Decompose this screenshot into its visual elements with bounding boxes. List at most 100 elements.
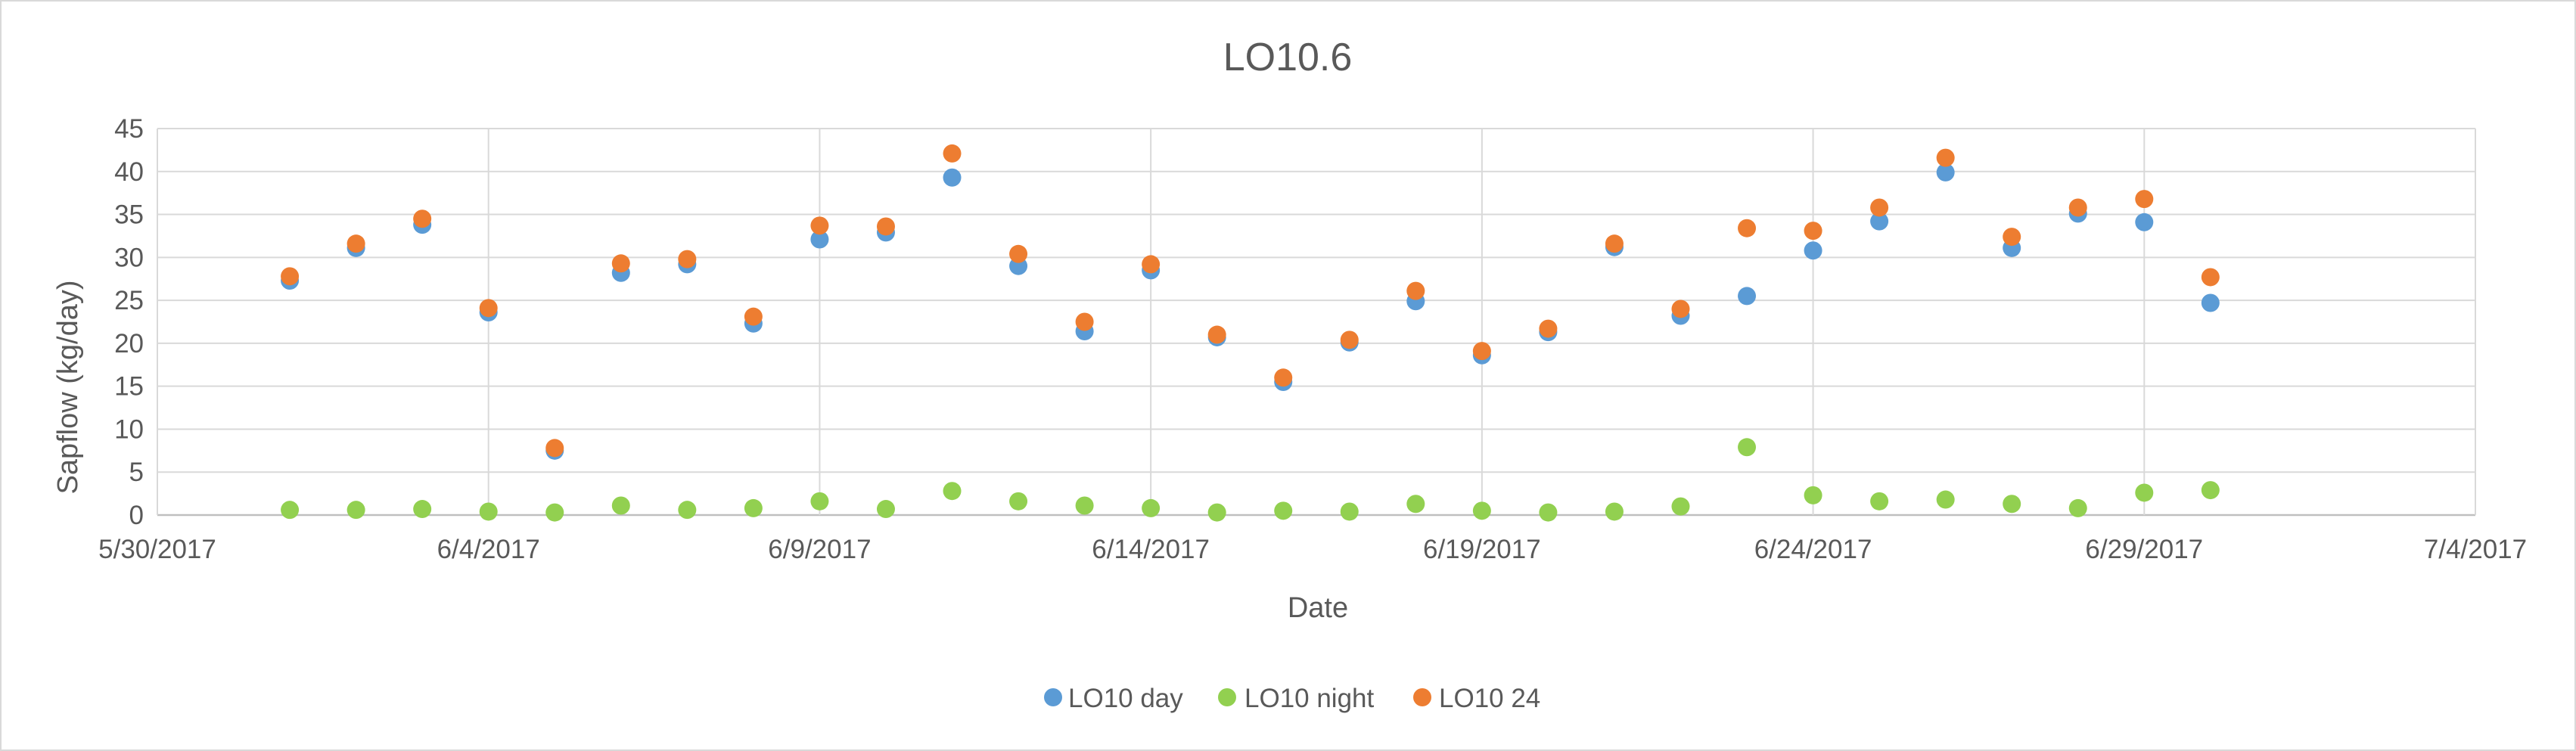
data-points — [281, 144, 2220, 522]
lo10-night-point — [1671, 497, 1690, 516]
x-tick-label: 6/29/2017 — [2085, 535, 2203, 564]
lo10-night-point — [346, 501, 365, 520]
lo10-night-point — [1406, 495, 1425, 514]
lo10-24-point — [1738, 219, 1757, 237]
lo10-night-point — [744, 498, 763, 517]
y-tick-label: 30 — [114, 243, 144, 272]
y-tick-label: 20 — [114, 329, 144, 358]
lo10-night-point — [1340, 502, 1359, 521]
lo10-night-point — [1207, 503, 1226, 522]
lo10-night-point — [1075, 496, 1094, 515]
lo10-24-point — [545, 439, 564, 458]
lo10-night-point — [1870, 492, 1889, 510]
lo10-24-point — [611, 254, 630, 273]
lo10-night-point — [2135, 483, 2154, 502]
lo10-night-point — [1936, 490, 1955, 509]
lo10-24-point — [2201, 268, 2220, 287]
y-tick-labels: 0 5 10 15 20 25 30 35 40 45 — [114, 114, 144, 530]
legend: LO10 day LO10 night LO10 24 — [1044, 684, 1540, 713]
y-tick-label: 10 — [114, 414, 144, 444]
x-tick-label: 7/4/2017 — [2424, 535, 2527, 564]
x-axis-title: Date — [1288, 592, 1348, 624]
lo10-24-point — [1406, 281, 1425, 300]
legend-marker-lo10-day — [1044, 688, 1062, 706]
lo10-day-point — [1738, 287, 1757, 306]
lo10-24-point — [943, 144, 962, 163]
legend-marker-lo10-24 — [1413, 688, 1431, 706]
lo10-day-point — [810, 230, 829, 249]
y-tick-label: 25 — [114, 286, 144, 315]
lo10-24-point — [1870, 198, 1889, 217]
lo10-night-point — [1539, 503, 1558, 522]
lo10-night-point — [1804, 486, 1822, 504]
legend-label-lo10-day: LO10 day — [1068, 684, 1183, 713]
y-tick-label: 35 — [114, 200, 144, 230]
legend-marker-lo10-night — [1218, 688, 1236, 706]
lo10-24-point — [744, 307, 763, 326]
lo10-24-point — [346, 234, 365, 253]
lo10-24-point — [1539, 319, 1558, 338]
lo10-night-point — [1472, 501, 1491, 520]
lo10-24-point — [876, 217, 895, 236]
lo10-24-point — [1142, 255, 1161, 274]
lo10-24-point — [810, 216, 829, 235]
lo10-night-point — [611, 496, 630, 515]
x-tick-label: 6/24/2017 — [1754, 535, 1872, 564]
legend-label-lo10-night: LO10 night — [1244, 684, 1375, 713]
lo10-24-point — [1936, 148, 1955, 167]
lo10-24-point — [479, 299, 498, 318]
lo10-night-point — [2003, 495, 2021, 514]
lo10-day-point — [943, 168, 962, 187]
lo10-night-point — [1738, 438, 1757, 457]
lo10-24-point — [1340, 331, 1359, 349]
lo10-day-point — [2201, 293, 2220, 312]
lo10-24-point — [1009, 244, 1028, 263]
lo10-day-point — [2135, 213, 2154, 231]
lo10-night-point — [281, 501, 300, 520]
lo10-night-point — [876, 500, 895, 519]
y-tick-label: 0 — [129, 501, 144, 530]
lo10-night-point — [943, 482, 962, 501]
lo10-24-point — [1274, 368, 1293, 387]
legend-label-lo10-24: LO10 24 — [1439, 684, 1540, 713]
lo10-night-point — [1009, 492, 1028, 510]
lo10-24-point — [1207, 325, 1226, 344]
x-tick-label: 6/14/2017 — [1092, 535, 1210, 564]
lo10-24-point — [413, 209, 432, 228]
x-tick-label: 6/4/2017 — [437, 535, 540, 564]
lo10-night-point — [1274, 501, 1293, 520]
chart-title: LO10.6 — [1223, 36, 1353, 79]
x-tick-label: 5/30/2017 — [98, 535, 216, 564]
lo10-24-point — [678, 250, 697, 268]
lo10-24-point — [2135, 190, 2154, 209]
lo10-night-point — [810, 492, 829, 510]
lo10-day-point — [1870, 212, 1889, 231]
y-tick-label: 40 — [114, 157, 144, 187]
lo10-night-point — [479, 502, 498, 521]
lo10-night-point — [2201, 481, 2220, 500]
lo10-night-point — [1142, 498, 1161, 517]
y-tick-label: 5 — [129, 458, 144, 487]
lo10-night-point — [678, 501, 697, 520]
lo10-24-point — [2003, 228, 2021, 247]
lo10-day-point — [1804, 241, 1822, 260]
lo10-night-point — [413, 500, 432, 519]
lo10-24-point — [2068, 198, 2087, 217]
lo10-night-point — [545, 503, 564, 522]
gridlines — [157, 128, 2476, 517]
y-tick-label: 45 — [114, 114, 144, 144]
x-tick-label: 6/9/2017 — [768, 535, 871, 564]
lo10-24-point — [1671, 299, 1690, 318]
lo10-day-point — [1936, 163, 1955, 182]
lo10-24-point — [1075, 312, 1094, 331]
x-tick-labels: 5/30/2017 6/4/2017 6/9/2017 6/14/2017 6/19/2… — [98, 535, 2527, 564]
lo10-24-point — [1605, 234, 1624, 253]
lo10-night-point — [2068, 498, 2087, 517]
lo10-night-point — [1605, 502, 1624, 521]
lo10-24-point — [281, 267, 300, 286]
y-tick-label: 15 — [114, 372, 144, 402]
lo10-24-point — [1804, 222, 1822, 241]
x-tick-label: 6/19/2017 — [1423, 535, 1541, 564]
y-axis-title: Sapflow (kg/day) — [52, 280, 84, 494]
